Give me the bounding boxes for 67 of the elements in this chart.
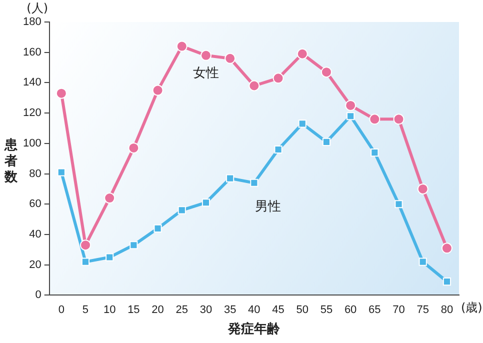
point [394, 200, 403, 208]
x-tick-label: 30 [200, 304, 212, 316]
point [272, 72, 284, 84]
series-label: 男性 [255, 199, 282, 214]
point [441, 242, 452, 254]
point [56, 88, 67, 99]
point [80, 240, 91, 251]
point [274, 145, 282, 154]
point [417, 183, 428, 194]
point [370, 148, 379, 157]
point [418, 258, 427, 266]
point [224, 52, 236, 64]
point [57, 168, 66, 176]
x-tick-label: 70 [392, 304, 405, 316]
y-tick-label: 100 [22, 137, 42, 150]
x-tick-label: 5 [82, 304, 89, 316]
x-tick-label: 60 [344, 304, 357, 316]
point [296, 48, 308, 60]
x-tick-label: 55 [320, 304, 333, 316]
y-tick-label: 80 [29, 168, 42, 180]
y-tick-label: 20 [29, 258, 42, 271]
point [152, 84, 164, 96]
point [104, 192, 116, 204]
point [442, 278, 451, 286]
point [178, 206, 186, 214]
text: (人) [26, 1, 48, 16]
point [202, 198, 210, 207]
y-tick-label: 160 [22, 46, 42, 58]
x-tick-label: 25 [176, 304, 188, 316]
point [176, 40, 188, 52]
point [322, 138, 331, 146]
text: (歳) [461, 300, 482, 314]
point [250, 178, 258, 187]
point [154, 224, 162, 232]
x-tick-label: 20 [152, 304, 164, 316]
point [130, 241, 138, 250]
point [369, 114, 380, 125]
point [200, 50, 212, 61]
point [81, 258, 90, 266]
y-tick-label: 140 [22, 76, 42, 89]
point [393, 114, 404, 125]
point [248, 80, 260, 92]
point [106, 253, 114, 262]
x-tick-label: 0 [58, 304, 64, 316]
series-label: 女性 [192, 66, 219, 81]
x-tick-label: 15 [128, 304, 140, 316]
x-tick-label: 40 [248, 304, 260, 316]
point [320, 66, 332, 78]
y-axis-title: 患者数 [3, 138, 18, 186]
x-tick-label: 35 [224, 304, 236, 316]
x-tick-label: 45 [272, 304, 284, 316]
y-tick-label: 40 [29, 228, 42, 241]
y-tick-label: 120 [22, 107, 42, 120]
x-tick-label: 50 [296, 304, 308, 316]
y-tick-label: 60 [29, 198, 42, 210]
x-axis-title: 発症年齢 [227, 320, 282, 336]
y-tick-label: 180 [22, 16, 42, 28]
y-tick-label: 0 [35, 289, 42, 302]
point [346, 112, 355, 120]
x-tick-label: 80 [440, 304, 454, 316]
x-tick-label: 75 [416, 304, 429, 316]
x-tick-label: 65 [368, 304, 381, 316]
point [128, 142, 140, 154]
x-tick-label: 10 [103, 304, 116, 316]
point [226, 174, 234, 182]
point [298, 120, 306, 128]
point [345, 100, 356, 111]
